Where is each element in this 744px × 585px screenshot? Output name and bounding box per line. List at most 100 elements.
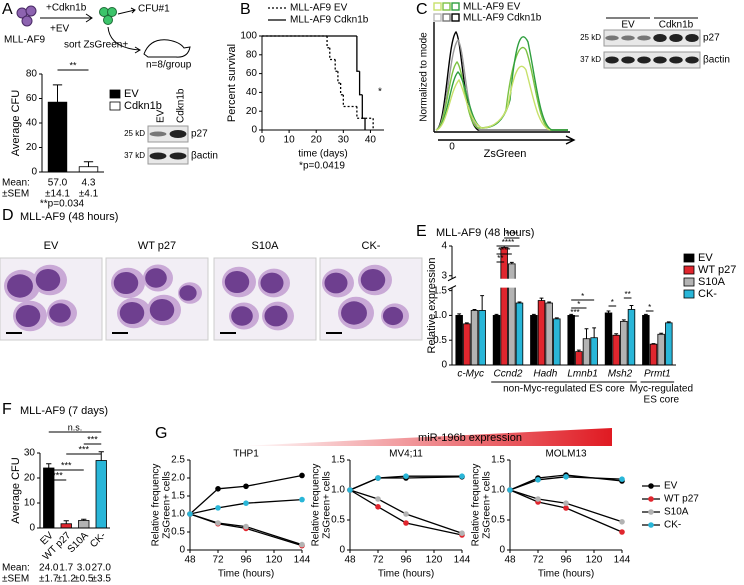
chart-title: THP1 bbox=[233, 449, 259, 460]
legend-label: Cdkn1b bbox=[124, 100, 162, 112]
error-bar bbox=[569, 313, 574, 316]
legend-swatch bbox=[683, 289, 695, 299]
error-bar bbox=[531, 313, 536, 316]
bar bbox=[582, 338, 591, 366]
panel-label: B bbox=[240, 1, 251, 18]
y-tick-label: 20 bbox=[24, 473, 36, 484]
significance-label: **** bbox=[498, 246, 510, 255]
survival-step bbox=[356, 36, 360, 72]
x-tick-label: 144 bbox=[294, 555, 311, 566]
error-bar bbox=[666, 321, 671, 323]
bar bbox=[649, 343, 658, 366]
annotation: * bbox=[378, 87, 382, 98]
point bbox=[535, 477, 541, 483]
y-tick-label: 0 bbox=[251, 125, 257, 136]
y-tick-label: 2.5 bbox=[171, 455, 185, 466]
row-label: ±SEM bbox=[2, 189, 29, 200]
legend-label: EV bbox=[698, 252, 713, 264]
y-tick-label: 30 bbox=[24, 448, 36, 459]
error-bar bbox=[494, 313, 499, 316]
x-tick-label: Lmnb1 bbox=[567, 369, 598, 380]
bar bbox=[575, 351, 583, 366]
band bbox=[621, 35, 635, 41]
x-tick-label: 48 bbox=[344, 555, 356, 566]
y-tick-label: 80 bbox=[26, 69, 38, 80]
annotation: *p=0.0419 bbox=[299, 161, 345, 172]
x-tick-label: 96 bbox=[400, 555, 412, 566]
x-tick-label: 30 bbox=[338, 135, 350, 146]
bar bbox=[537, 300, 546, 366]
schematic-title: MLL-AF9 bbox=[4, 35, 46, 46]
y-tick-label: 20 bbox=[246, 106, 258, 117]
point bbox=[243, 500, 249, 507]
protein-label: βactin bbox=[703, 55, 730, 66]
x-tick-label: Prmt1 bbox=[644, 369, 671, 380]
error-bar bbox=[554, 317, 559, 319]
break-mark bbox=[447, 276, 457, 291]
chart-title: MOLM13 bbox=[545, 449, 587, 460]
cell-nucleus bbox=[382, 306, 404, 326]
marker-label: 25 kD bbox=[124, 129, 145, 138]
panel-label: A bbox=[2, 1, 13, 18]
lane-label: EV bbox=[156, 109, 167, 123]
legend-label: CK- bbox=[664, 520, 681, 531]
lane-label: EV bbox=[621, 20, 635, 31]
x-tick-label: 72 bbox=[212, 555, 224, 566]
point bbox=[403, 473, 409, 480]
point bbox=[187, 511, 193, 517]
point bbox=[375, 496, 381, 502]
legend-label: S10A bbox=[664, 507, 689, 518]
point bbox=[507, 487, 513, 493]
bar bbox=[470, 310, 479, 366]
band bbox=[169, 152, 187, 160]
arrow bbox=[117, 7, 136, 15]
error-bar bbox=[457, 313, 462, 316]
x-tick-label: 96 bbox=[240, 555, 252, 566]
cell-nucleus bbox=[15, 304, 41, 328]
error-bar bbox=[592, 327, 597, 338]
tick-label: 0 bbox=[449, 142, 455, 153]
point bbox=[243, 483, 249, 490]
y-tick-label: 0 bbox=[29, 523, 35, 534]
micrograph-label: EV bbox=[44, 240, 59, 252]
significance-label: *** bbox=[52, 470, 63, 480]
y-tick-label: 1.0 bbox=[331, 485, 345, 496]
x-tick-label: CK- bbox=[88, 530, 108, 550]
legend-marker bbox=[648, 522, 654, 528]
error-label: ±3.5 bbox=[92, 574, 112, 585]
bar bbox=[463, 323, 471, 366]
error-bar bbox=[584, 328, 589, 339]
axis-title: Relative frequency bbox=[151, 464, 162, 547]
panel-label: G bbox=[155, 425, 167, 442]
point bbox=[299, 472, 305, 479]
group-label: Myc-regulated bbox=[630, 384, 693, 395]
axis-title: Average CFU bbox=[10, 457, 22, 523]
legend-label: S10A bbox=[698, 276, 726, 288]
y-tick-label: 40 bbox=[26, 118, 38, 129]
bar bbox=[47, 101, 68, 173]
bar bbox=[530, 315, 538, 366]
x-tick-label: c-Myc bbox=[457, 369, 484, 380]
point bbox=[619, 519, 625, 525]
band bbox=[637, 35, 651, 41]
error-bar bbox=[547, 301, 552, 304]
survival-step bbox=[334, 59, 338, 72]
lane-label: Cdkn1b bbox=[176, 88, 187, 123]
axis-title: ZsGreen bbox=[484, 148, 527, 160]
axis-title: Time (hours) bbox=[218, 569, 274, 580]
cell-icon bbox=[25, 5, 37, 17]
panel-title: MLL-AF9 (48 hours) bbox=[20, 211, 118, 223]
annotation: **p=0.034 bbox=[40, 199, 85, 210]
y-tick-label: 0 bbox=[441, 360, 447, 371]
value-label: 24.0 bbox=[39, 563, 59, 574]
point bbox=[563, 500, 569, 507]
schematic-text: CFU#1 bbox=[138, 4, 170, 15]
error-bar bbox=[63, 520, 69, 524]
band bbox=[149, 152, 167, 160]
point bbox=[563, 505, 569, 511]
legend-swatch bbox=[109, 89, 121, 99]
axis-title: ZsGreen+ cells bbox=[162, 471, 173, 539]
axis-title: Time (hours) bbox=[538, 569, 594, 580]
cell-nucleus bbox=[260, 272, 284, 294]
x-tick-label: Hadh bbox=[533, 369, 557, 380]
